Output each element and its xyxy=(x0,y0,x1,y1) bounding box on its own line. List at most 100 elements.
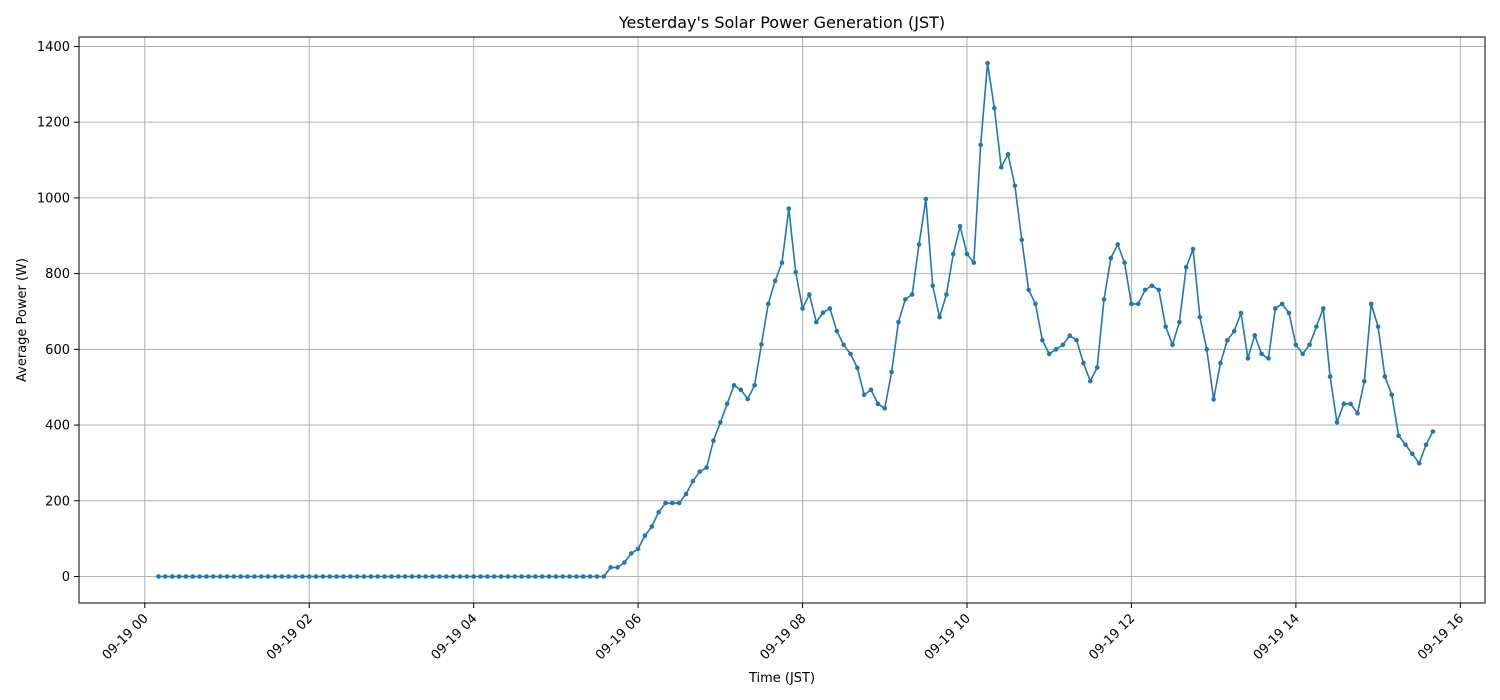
data-point xyxy=(1033,301,1038,307)
data-point xyxy=(1245,356,1251,361)
data-point xyxy=(1348,401,1353,407)
data-point xyxy=(663,500,668,506)
x-tick-label: 09-19 10 xyxy=(922,611,974,663)
data-point xyxy=(341,574,346,579)
data-point xyxy=(286,574,291,579)
data-point xyxy=(875,401,881,407)
data-point xyxy=(464,574,470,579)
data-point xyxy=(690,478,696,484)
data-point xyxy=(718,420,723,425)
data-point xyxy=(1135,301,1141,307)
data-point xyxy=(293,574,298,579)
data-point xyxy=(1416,461,1422,466)
data-point xyxy=(300,574,305,579)
x-axis-label: Time (JST) xyxy=(748,671,815,686)
data-point xyxy=(978,142,983,148)
data-point xyxy=(457,574,463,579)
data-point xyxy=(354,574,360,579)
data-point xyxy=(1142,287,1148,293)
data-point xyxy=(348,574,353,579)
data-point xyxy=(272,574,278,579)
data-point xyxy=(306,574,312,579)
data-point xyxy=(889,369,894,375)
data-point xyxy=(265,574,271,579)
data-point xyxy=(334,574,339,579)
data-point xyxy=(724,401,730,407)
data-point xyxy=(1129,301,1134,307)
x-tick-label: 09-19 02 xyxy=(264,611,316,663)
data-point xyxy=(731,383,737,388)
x-tick-label: 09-19 08 xyxy=(757,611,809,663)
data-point xyxy=(231,574,237,579)
chart-title: Yesterday's Solar Power Generation (JST) xyxy=(618,13,945,32)
data-point xyxy=(580,574,586,579)
data-point xyxy=(916,242,922,247)
data-point xyxy=(1272,306,1278,311)
data-point xyxy=(1327,374,1333,379)
y-tick-label: 800 xyxy=(45,267,70,282)
data-point xyxy=(1355,411,1360,416)
data-point xyxy=(361,574,367,579)
data-point xyxy=(964,251,970,257)
data-point xyxy=(772,278,778,284)
data-point xyxy=(656,509,661,515)
data-point xyxy=(992,105,997,111)
data-point xyxy=(1293,342,1299,348)
data-point xyxy=(1334,420,1340,425)
y-axis-label: Average Power (W) xyxy=(15,258,30,382)
data-point xyxy=(786,206,792,211)
data-point xyxy=(450,574,456,579)
data-point xyxy=(1375,324,1381,329)
data-point xyxy=(1053,347,1059,352)
data-point xyxy=(745,396,751,402)
data-point xyxy=(252,574,257,579)
data-point xyxy=(1389,392,1395,398)
axis-ticks: 09-19 00 09-19 02 09-19 04 09-19 06 09-19 08… xyxy=(37,40,1467,663)
data-point xyxy=(752,383,757,388)
data-point xyxy=(416,574,422,579)
y-tick-label: 400 xyxy=(45,419,70,434)
data-point xyxy=(587,574,593,579)
data-point xyxy=(1101,297,1107,302)
data-point xyxy=(1088,378,1093,384)
data-point xyxy=(1108,255,1114,261)
data-point xyxy=(1197,314,1203,320)
data-point xyxy=(320,574,326,579)
data-point xyxy=(505,574,511,579)
data-point xyxy=(1081,360,1086,366)
plot-frame xyxy=(78,36,1486,604)
data-point xyxy=(1177,319,1182,325)
data-point xyxy=(594,574,600,579)
data-point xyxy=(546,574,552,579)
data-point xyxy=(1259,351,1264,357)
data-point xyxy=(793,269,798,275)
data-point xyxy=(430,574,435,579)
data-point xyxy=(670,500,675,506)
data-point xyxy=(765,301,771,307)
data-point xyxy=(1403,442,1408,448)
data-point xyxy=(642,533,648,538)
data-point xyxy=(896,319,901,325)
data-point xyxy=(704,465,709,470)
data-point xyxy=(628,551,634,556)
data-point xyxy=(1238,310,1244,316)
data-point xyxy=(861,392,867,398)
data-point xyxy=(217,574,223,579)
data-point xyxy=(279,574,285,579)
data-point xyxy=(1279,301,1285,307)
data-point xyxy=(683,491,689,497)
data-point xyxy=(601,574,607,579)
data-point xyxy=(1231,328,1237,334)
data-point xyxy=(375,574,381,579)
data-point xyxy=(176,574,182,579)
data-point xyxy=(1060,342,1066,348)
data-point xyxy=(1368,301,1374,307)
y-tick-label: 1000 xyxy=(37,191,70,206)
data-point xyxy=(485,574,490,579)
data-point xyxy=(156,574,161,579)
data-point xyxy=(1341,401,1347,407)
data-point xyxy=(382,574,387,579)
data-point xyxy=(1423,442,1429,448)
data-point xyxy=(1266,356,1271,361)
data-point xyxy=(211,574,216,579)
